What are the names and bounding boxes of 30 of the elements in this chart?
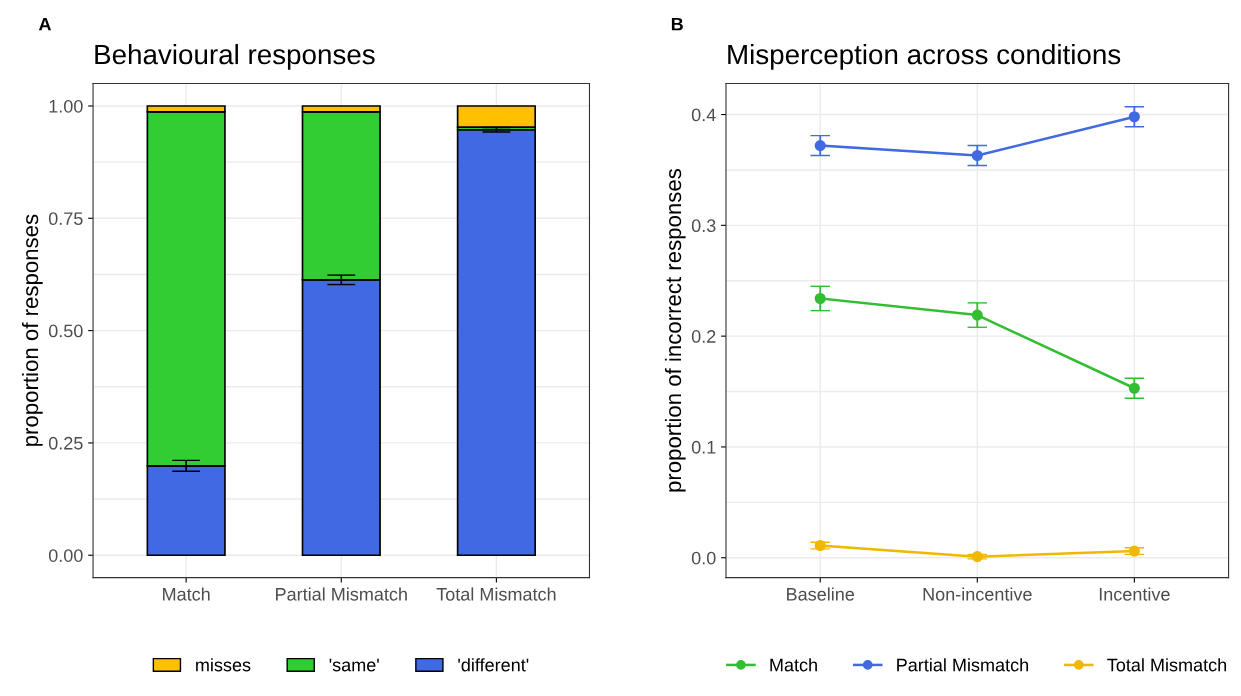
- text: A: [38, 17, 52, 31]
- y-tick-label: 0.2: [691, 330, 716, 343]
- y-axis-title: proportion of incorrect responses: [664, 168, 686, 492]
- bar: [456, 128, 537, 557]
- y-tick-label: 0.3: [691, 219, 716, 233]
- x-tick-label: Baseline: [787, 587, 855, 601]
- y-tick-label: 0.50: [48, 324, 83, 338]
- chart-title: Behavioural responses: [95, 43, 375, 70]
- y-tick-label: 0.4: [691, 108, 716, 122]
- y-tick-label: 1.00: [49, 99, 83, 113]
- y-tick-label: 0.75: [48, 212, 83, 226]
- legend-label: Partial Mismatch: [897, 658, 1028, 672]
- chart-title: Misperception across conditions: [728, 43, 1121, 70]
- y-tick-label: 0.0: [691, 551, 716, 565]
- bar: [456, 105, 537, 128]
- x-tick-label: Total Mismatch: [436, 587, 556, 601]
- y-tick-label: 0.1: [691, 440, 716, 454]
- legend-label: 'different': [458, 658, 529, 672]
- x-tick-label: Non-incentive: [923, 587, 1032, 601]
- legend-label: 'same': [329, 658, 379, 672]
- x-tick-label: Match: [163, 587, 210, 601]
- legend-label: Total Mismatch: [1107, 658, 1227, 672]
- x-tick-label: Incentive: [1099, 587, 1170, 601]
- legend-label: Match: [770, 658, 817, 672]
- y-axis-title: proportion of responses: [21, 214, 43, 446]
- y-tick-label: 0.00: [48, 549, 83, 562]
- legend-label: misses: [196, 658, 251, 672]
- y-tick-label: 0.25: [48, 436, 83, 450]
- x-tick-label: Partial Mismatch: [276, 587, 407, 601]
- text: B: [671, 17, 683, 31]
